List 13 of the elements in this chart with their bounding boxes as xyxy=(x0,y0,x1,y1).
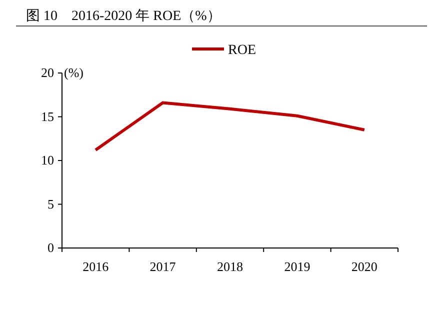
y-tick-label: 20 xyxy=(41,65,54,80)
title: 图 10 2016-2020 年 ROE（%） xyxy=(26,9,221,24)
x-tick-label: 2020 xyxy=(351,259,378,274)
y-axis-title: (%) xyxy=(64,65,84,80)
y-tick-label: 15 xyxy=(41,108,54,124)
x-tick-label: 2019 xyxy=(284,259,310,274)
y-tick-label: 10 xyxy=(41,152,54,168)
x-tick-label: 2016 xyxy=(82,259,110,274)
x-tick-label: 2018 xyxy=(217,259,243,274)
legend-label: ROE xyxy=(228,43,256,58)
y-tick-label: 5 xyxy=(48,196,54,212)
y-tick-label: 0 xyxy=(48,240,54,255)
x-tick-label: 2017 xyxy=(150,259,176,274)
